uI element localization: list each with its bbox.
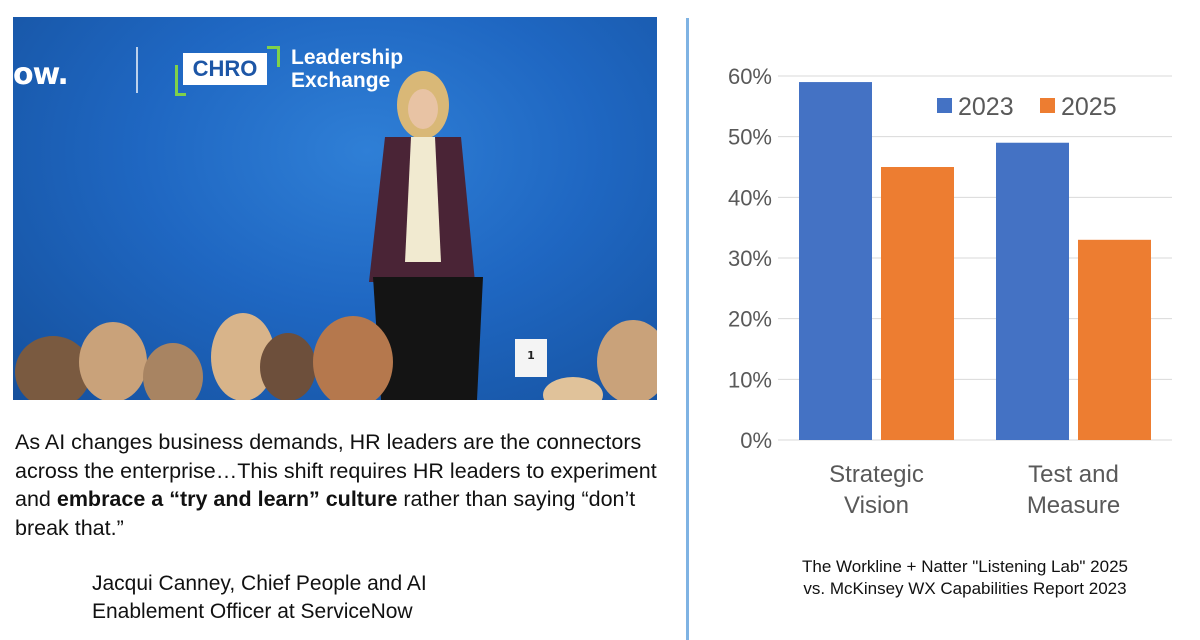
chro-logo-bracket xyxy=(175,65,186,96)
bar-2025 xyxy=(881,167,954,440)
caption-line-1: The Workline + Natter "Listening Lab" 20… xyxy=(802,557,1128,576)
legend-label-2025: 2025 xyxy=(1061,93,1117,121)
y-tick-label: 60% xyxy=(728,64,772,89)
chart-caption: The Workline + Natter "Listening Lab" 20… xyxy=(735,556,1195,600)
legend-swatch-2025 xyxy=(1040,98,1055,113)
speaker-figure xyxy=(369,71,483,400)
legend-swatch-2023 xyxy=(937,98,952,113)
y-tick-label: 20% xyxy=(728,307,772,332)
y-tick-label: 10% xyxy=(728,367,772,392)
legend-label-2023: 2023 xyxy=(958,93,1014,121)
x-category-label: Strategic xyxy=(829,461,924,488)
y-tick-label: 0% xyxy=(740,428,772,453)
attribution-line-2: Enablement Officer at ServiceNow xyxy=(92,600,413,623)
leadership-exchange-logo: Leadership Exchange xyxy=(291,46,404,92)
section-divider xyxy=(686,18,689,640)
bar-2023 xyxy=(996,142,1069,440)
x-category-label: Vision xyxy=(844,492,909,519)
quote-bold: embrace a “try and learn” culture xyxy=(56,487,398,511)
y-tick-label: 50% xyxy=(728,125,772,150)
bar-chart: 0% 10% 20% 30% 40% 50% 60% Strategic Vision Test … xyxy=(728,64,1172,519)
y-tick-label: 40% xyxy=(728,185,772,210)
servicenow-logo: ow. xyxy=(13,57,69,92)
logo-divider xyxy=(136,47,138,93)
attribution-line-1: Jacqui Canney, Chief People and AI xyxy=(92,572,427,595)
podium-number-card: 1 xyxy=(515,339,547,377)
x-category-label: Measure xyxy=(1027,492,1120,519)
x-category-label: Test and xyxy=(1028,461,1119,488)
caption-line-2: vs. McKinsey WX Capabilities Report 2023 xyxy=(803,579,1127,598)
event-photo: ow. CHRO Leadership Exchange 1 xyxy=(13,17,657,400)
chro-logo-bracket xyxy=(267,46,280,67)
audience xyxy=(15,313,657,400)
stage-scene xyxy=(15,71,657,400)
bar-2023 xyxy=(799,82,872,441)
quote-attribution: Jacqui Canney, Chief People and AI Enabl… xyxy=(92,570,652,626)
quote-part-1: As AI changes business demands, HR leade… xyxy=(15,430,657,511)
y-tick-label: 30% xyxy=(728,246,772,271)
bar-2025 xyxy=(1078,239,1151,440)
chro-logo: CHRO xyxy=(183,53,267,85)
quote-part-2: rather than saying “don’t break that.” xyxy=(15,487,636,540)
quote-text: As AI changes business demands, HR leade… xyxy=(15,428,680,542)
